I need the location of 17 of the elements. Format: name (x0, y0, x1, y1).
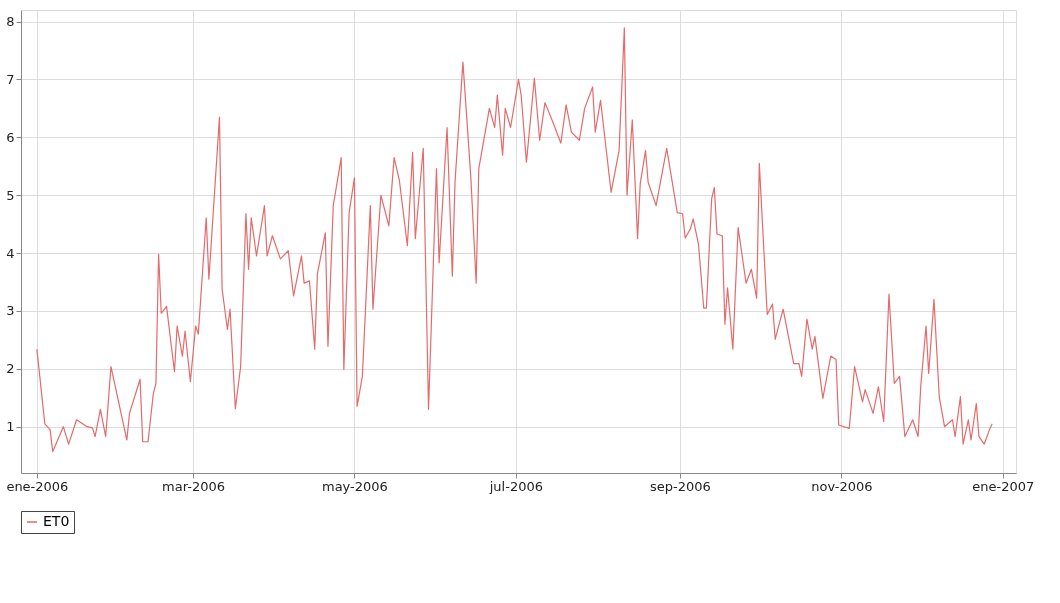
x-tick-label: sep-2006 (650, 478, 711, 494)
x-tick-label: may-2006 (321, 478, 388, 494)
x-tick-label: nov-2006 (811, 478, 873, 494)
y-tick-label: 1 (6, 419, 15, 435)
y-tick-label: 8 (6, 14, 15, 30)
x-tick-label: jul-2006 (488, 478, 543, 494)
x-tick-label: ene-2006 (6, 478, 69, 494)
y-tick-label: 6 (6, 129, 15, 145)
y-tick-label: 4 (6, 245, 15, 261)
legend-label: ET0 (43, 513, 70, 529)
y-tick-label: 2 (6, 361, 15, 377)
x-tick-label: ene-2007 (972, 478, 1035, 494)
x-tick-label: mar-2006 (162, 478, 225, 494)
y-tick-label: 3 (6, 303, 15, 319)
y-tick-label: 7 (6, 71, 15, 87)
line-series (36, 27, 993, 453)
y-tick-label: 5 (6, 187, 15, 203)
